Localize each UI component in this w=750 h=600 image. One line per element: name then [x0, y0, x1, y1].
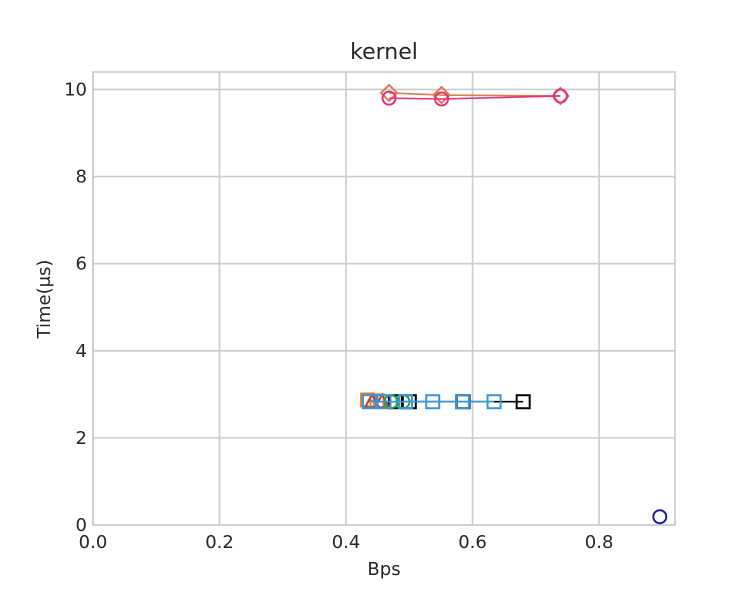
circle-marker	[652, 509, 668, 525]
chart-title: kernel	[350, 40, 418, 65]
square-marker	[486, 394, 502, 410]
x-tick-label: 0.6	[458, 532, 487, 553]
y-tick-label: 8	[76, 167, 87, 188]
y-axis-ticks: 0 2 4 6 8 10	[64, 79, 87, 536]
series-6	[361, 394, 502, 410]
x-tick-label: 0.4	[332, 532, 361, 553]
y-tick-label: 4	[76, 341, 87, 362]
diamond-marker	[379, 83, 399, 103]
x-tick-label: 0.8	[585, 532, 614, 553]
series-line	[389, 92, 561, 97]
square-marker	[454, 394, 470, 410]
square-marker	[425, 394, 441, 410]
square-marker	[361, 394, 377, 410]
circle-marker	[434, 91, 450, 107]
diamond-marker	[432, 85, 451, 105]
plot-frame	[92, 71, 676, 526]
square-marker	[398, 394, 414, 410]
x-tick-label: 0.0	[79, 532, 108, 553]
square-marker	[515, 394, 531, 410]
y-tick-label: 10	[64, 79, 87, 100]
y-tick-label: 2	[76, 428, 87, 449]
series-1	[381, 88, 568, 107]
plot-background	[93, 72, 675, 525]
square-marker	[376, 394, 392, 410]
y-axis-label: Time(μs)	[34, 260, 55, 340]
y-tick-label: 0	[76, 515, 87, 536]
series-line	[389, 95, 561, 100]
series-7	[652, 509, 668, 525]
circle-marker	[552, 88, 568, 104]
x-tick-label: 0.2	[205, 532, 234, 553]
x-axis-label: Bps	[367, 559, 400, 580]
x-axis-ticks: 0.0 0.2 0.4 0.6 0.8	[79, 532, 614, 553]
circle-marker	[381, 90, 397, 106]
series-layer	[360, 83, 668, 525]
y-tick-label: 6	[76, 254, 87, 275]
